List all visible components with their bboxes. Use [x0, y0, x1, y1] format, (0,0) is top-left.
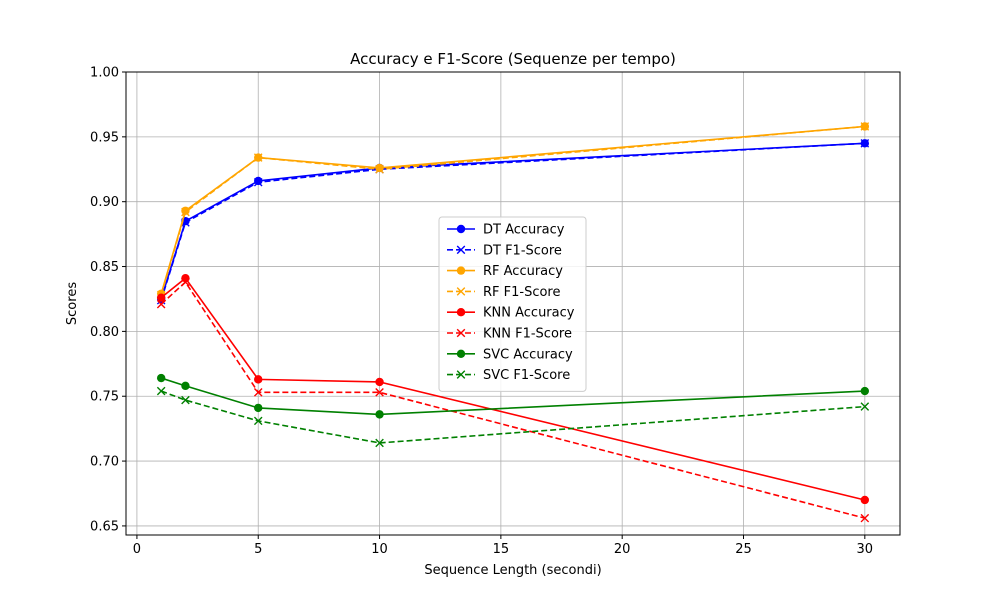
legend-item: KNN F1-Score [447, 327, 572, 342]
data-point [156, 373, 166, 383]
legend-marker [456, 328, 466, 338]
legend-item: DT F1-Score [447, 243, 562, 258]
legend-item: SVC Accuracy [447, 347, 573, 362]
data-point [860, 386, 870, 396]
data-point [254, 375, 263, 384]
series-svc-f1-score [156, 386, 870, 448]
data-point [375, 164, 384, 174]
data-point [860, 513, 870, 523]
legend-marker [456, 349, 466, 358]
data-point [254, 176, 263, 186]
y-tick-label: 0.90 [90, 195, 119, 210]
legend-item: RF F1-Score [447, 285, 561, 300]
legend-label: RF F1-Score [483, 285, 561, 300]
x-axis-ticks: 0 5 10 15 20 25 30 [133, 535, 873, 557]
data-point [375, 377, 384, 387]
data-point [860, 139, 870, 148]
y-axis-label: Scores [65, 282, 80, 325]
data-point [253, 416, 263, 426]
data-point [860, 122, 870, 131]
y-tick-label: 1.00 [90, 66, 119, 81]
data-point [181, 395, 190, 405]
series-knn-accuracy [156, 274, 870, 505]
legend-marker [456, 245, 466, 255]
data-point [860, 402, 870, 411]
data-point [156, 386, 166, 396]
legend-marker [456, 370, 466, 379]
legend-label: DT Accuracy [483, 223, 565, 238]
legend-label: SVC F1-Score [483, 368, 570, 383]
data-point [254, 403, 263, 413]
data-point [253, 153, 263, 162]
data-point [181, 277, 190, 287]
legend-label: KNN Accuracy [483, 306, 575, 321]
data-point [181, 381, 190, 391]
legend-item: SVC F1-Score [447, 368, 570, 383]
y-tick-label: 0.85 [90, 260, 119, 275]
y-tick-label: 0.75 [90, 390, 119, 405]
legend-marker [456, 287, 466, 296]
legend-marker [456, 266, 466, 275]
x-tick-label: 25 [735, 542, 752, 557]
x-tick-label: 10 [371, 542, 388, 557]
legend-label: KNN F1-Score [483, 327, 572, 342]
legend-marker [456, 308, 466, 317]
y-tick-label: 0.95 [90, 130, 119, 145]
y-axis-ticks: 0.65 0.70 0.75 0.80 0.85 0.90 0.95 1.00 [90, 66, 126, 534]
legend-box [438, 216, 587, 392]
data-point [860, 495, 870, 505]
data-point [375, 438, 384, 448]
data-point [375, 163, 384, 173]
y-tick-label: 0.80 [90, 325, 119, 340]
x-axis-label: Sequence Length (secondi) [424, 563, 601, 578]
legend-label: SVC Accuracy [483, 347, 573, 362]
data-point [156, 299, 166, 309]
axes-frame [125, 71, 901, 536]
plot-series [156, 122, 870, 523]
legend-item: KNN Accuracy [447, 306, 575, 321]
x-tick-label: 0 [133, 542, 141, 557]
x-tick-label: 30 [857, 542, 874, 557]
x-tick-label: 15 [493, 542, 510, 557]
legend-label: RF Accuracy [483, 264, 563, 279]
series-line [160, 125, 865, 296]
y-tick-label: 0.65 [90, 519, 119, 534]
legend-label: DT F1-Score [483, 243, 562, 258]
series-svc-accuracy [156, 373, 870, 419]
x-tick-label: 5 [254, 542, 262, 557]
data-point [156, 293, 166, 302]
data-point [375, 410, 384, 419]
legend-item: RF Accuracy [447, 264, 563, 279]
legend-marker [456, 224, 466, 234]
chart-title: Accuracy e F1-Score (Sequenze per tempo) [350, 50, 676, 68]
data-point [375, 388, 384, 397]
x-tick-label: 20 [614, 542, 631, 557]
data-point [253, 177, 263, 187]
legend: DT Accuracy DT F1-Score RF Accuracy RF F1-S… [438, 216, 587, 392]
series-knn-f1-score [156, 277, 870, 523]
data-point [181, 207, 190, 217]
data-point [181, 206, 190, 215]
data-point [253, 388, 263, 397]
legend-item: DT Accuracy [447, 223, 565, 238]
y-tick-label: 0.70 [90, 455, 119, 470]
